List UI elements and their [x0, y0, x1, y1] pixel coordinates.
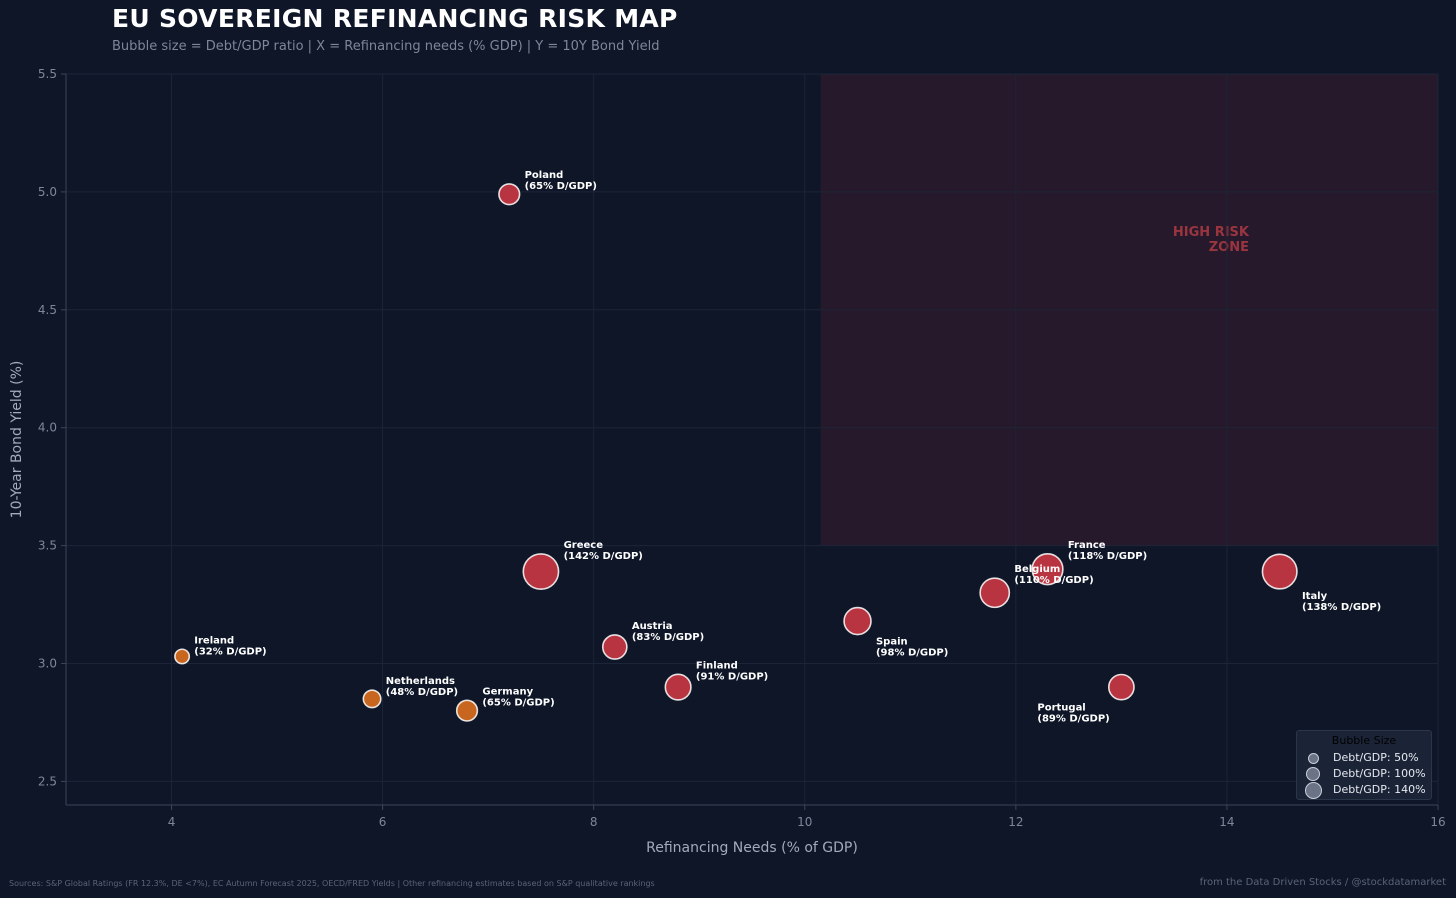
point-label-debt: (118% D/GDP) [1068, 551, 1147, 562]
point-label-country: Austria [632, 621, 673, 632]
point-label-debt: (142% D/GDP) [564, 551, 643, 562]
point-label-country: Poland [525, 170, 564, 181]
axis-layer: 4 6 8 10 12 14 16 2.5 3.0 3.5 4.0 4.5 5.0 5.5 Refinanc… [9, 67, 1446, 856]
zone-label-line2: ZONE [1209, 240, 1249, 255]
bubble-greece [522, 553, 560, 590]
point-label-debt: (32% D/GDP) [194, 646, 266, 657]
bubble-finland [664, 673, 692, 701]
point-label-debt: (89% D/GDP) [1037, 714, 1109, 725]
bubble-germany [455, 699, 479, 722]
legend-item-140: Debt/GDP: 140% [1297, 782, 1431, 799]
point-label-debt: (91% D/GDP) [696, 671, 768, 682]
y-tick-label: 2.5 [38, 774, 57, 788]
legend-label: Debt/GDP: 140% [1333, 783, 1426, 796]
bubble-belgium [979, 577, 1011, 609]
bubble-netherlands [362, 689, 382, 709]
x-tick-label: 12 [1008, 815, 1023, 829]
bubble-austria [601, 634, 628, 660]
bubble-ireland [174, 648, 191, 665]
x-tick-label: 10 [797, 815, 812, 829]
legend-bubble-medium [1306, 767, 1320, 781]
y-axis-title: 10-Year Bond Yield (%) [9, 361, 25, 519]
bubble-italy [1261, 553, 1298, 590]
point-label-country: Portugal [1037, 703, 1085, 714]
y-tick-label: 4.5 [38, 303, 57, 317]
y-tick-label: 3.5 [38, 539, 57, 553]
sources-note: Sources: S&P Global Ratings (FR 12.3%, D… [9, 879, 655, 888]
point-label-country: Spain [876, 637, 908, 648]
y-tick-label: 5.0 [38, 185, 57, 199]
point-label-debt: (110% D/GDP) [1014, 575, 1093, 586]
legend-bubble-small [1308, 753, 1319, 764]
bubble-poland [498, 183, 521, 206]
bubble-france [1031, 553, 1064, 586]
point-label-debt: (98% D/GDP) [876, 648, 948, 659]
point-label-debt: (83% D/GDP) [632, 632, 704, 643]
page-title: EU SOVEREIGN REFINANCING RISK MAP [112, 4, 678, 33]
point-label-debt: (65% D/GDP) [482, 697, 554, 708]
zone-label-line1: HIGH RISK [1173, 225, 1250, 240]
point-label-debt: (138% D/GDP) [1302, 602, 1381, 613]
point-label-country: Germany [482, 686, 533, 697]
x-tick-label: 4 [168, 815, 176, 829]
legend-label: Debt/GDP: 100% [1333, 767, 1426, 780]
points-layer [174, 183, 1298, 722]
legend-item-100: Debt/GDP: 100% [1297, 766, 1431, 782]
x-tick-label: 16 [1430, 815, 1445, 829]
point-label-country: Belgium [1014, 564, 1060, 575]
bubble-spain [843, 606, 872, 636]
x-tick-label: 14 [1219, 815, 1234, 829]
point-label-debt: (48% D/GDP) [386, 687, 458, 698]
x-axis-title: Refinancing Needs (% of GDP) [646, 840, 858, 856]
point-label-debt: (65% D/GDP) [525, 181, 597, 192]
point-label-country: Greece [564, 540, 604, 551]
point-label-country: Ireland [194, 635, 234, 646]
point-label-country: Finland [696, 660, 738, 671]
y-tick-label: 5.5 [38, 67, 57, 81]
grid-layer [66, 73, 1439, 805]
point-label-country: Netherlands [386, 676, 455, 687]
y-tick-label: 3.0 [38, 657, 57, 671]
bubble-portugal [1107, 673, 1135, 701]
legend-label: Debt/GDP: 50% [1333, 751, 1419, 764]
point-label-country: France [1068, 540, 1106, 551]
x-tick-label: 8 [590, 815, 598, 829]
credit-note: from the Data Driven Stocks / @stockdata… [1199, 877, 1446, 888]
legend-title: Bubble Size [1331, 734, 1397, 747]
y-tick-label: 4.0 [38, 421, 57, 435]
labels-layer: Poland(65% D/GDP)Greece(142% D/GDP)Irela… [194, 170, 1381, 725]
bubble-size-legend: Bubble Size Debt/GDP: 50% Debt/GDP: 100%… [1296, 730, 1432, 800]
legend-item-50: Debt/GDP: 50% [1297, 750, 1431, 766]
point-label-country: Italy [1302, 591, 1328, 602]
page-subtitle: Bubble size = Debt/GDP ratio | X = Refin… [112, 39, 660, 54]
legend-bubble-large [1305, 782, 1322, 799]
x-tick-label: 6 [379, 815, 387, 829]
